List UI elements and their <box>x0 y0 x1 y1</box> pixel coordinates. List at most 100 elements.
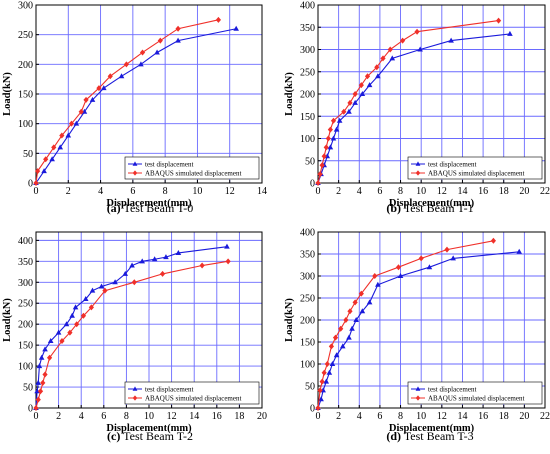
data-point-test <box>346 334 352 340</box>
x-tick-label: 0 <box>34 411 39 422</box>
x-tick-label: 6 <box>377 186 382 197</box>
data-point-abaqus <box>347 99 353 106</box>
x-tick-label: 4 <box>79 411 84 422</box>
x-tick-label: 2 <box>56 411 61 422</box>
data-point-abaqus <box>374 64 380 71</box>
data-point-abaqus <box>35 168 41 175</box>
y-tick-label: 0 <box>28 404 33 415</box>
data-point-test <box>330 135 337 141</box>
data-point-test <box>82 296 89 302</box>
data-point-test <box>38 354 45 360</box>
caption-letter: (a) <box>107 201 121 215</box>
data-point-abaqus <box>319 162 325 169</box>
y-axis-label: Load(kN) <box>2 72 13 116</box>
y-tick-label: 150 <box>18 90 33 101</box>
y-tick-label: 150 <box>300 338 315 349</box>
x-tick-label: 4 <box>98 186 103 197</box>
legend-entry: test displacement <box>428 386 476 394</box>
y-tick-label: 400 <box>300 1 315 12</box>
data-point-test <box>333 352 340 358</box>
data-point-test <box>224 243 230 249</box>
data-point-test <box>233 25 239 31</box>
data-point-abaqus <box>33 180 39 186</box>
legend-marker-abaqus <box>415 170 421 176</box>
data-point-test <box>329 361 336 366</box>
y-tick-label: 400 <box>300 228 315 239</box>
caption-text: Test Beam T-0 <box>121 201 194 215</box>
data-point-abaqus <box>131 279 137 286</box>
chart-panel-2: 0 2 4 6 8 10 12 14 16 18 2005010015020025030035040… <box>2 231 267 443</box>
data-point-abaqus <box>332 334 339 341</box>
data-point-abaqus <box>51 144 57 151</box>
data-point-test <box>516 248 523 254</box>
data-point-abaqus <box>352 91 358 97</box>
y-tick-label: 50 <box>23 383 33 394</box>
data-point-abaqus <box>46 354 53 361</box>
data-point-abaqus <box>414 28 420 35</box>
data-point-abaqus <box>358 82 364 89</box>
data-point-test <box>450 255 456 261</box>
legend-entry: test displacement <box>145 386 193 394</box>
caption-letter: (c) <box>107 429 120 443</box>
y-axis-label: Load(kN) <box>284 72 295 116</box>
data-point-abaqus <box>215 16 222 23</box>
y-tick-label: 300 <box>300 272 315 283</box>
data-point-abaqus <box>317 171 323 178</box>
data-point-abaqus <box>330 117 337 124</box>
data-point-test <box>42 346 48 352</box>
data-point-abaqus <box>74 321 80 328</box>
x-tick-label: 16 <box>212 411 222 422</box>
data-point-test <box>55 329 62 335</box>
chart-panel-1: 0 2 4 6 8 10 12 14 16 18 20 22 0 50 100 150 200 250 300 350… <box>284 1 550 216</box>
data-point-test <box>448 37 454 43</box>
data-point-abaqus <box>418 255 424 262</box>
x-tick-label: 20 <box>519 411 529 422</box>
x-axis-label: Displacement(mm) <box>106 423 192 434</box>
data-point-abaqus <box>78 108 84 115</box>
data-point-abaqus <box>80 312 87 319</box>
series-line-abaqus <box>35 260 229 409</box>
data-point-test <box>327 144 334 150</box>
y-tick-label: 250 <box>18 299 33 310</box>
data-point-test <box>98 283 105 289</box>
caption-letter: (d) <box>386 429 401 443</box>
x-axis-label: Displacement(mm) <box>389 198 475 209</box>
data-point-abaqus <box>40 379 46 386</box>
x-tick-label: 20 <box>519 186 529 197</box>
y-tick-label: 100 <box>300 134 315 145</box>
x-tick-label: 8 <box>124 411 129 422</box>
x-tick-label: 4 <box>357 186 362 197</box>
panel-caption: (d) Test Beam T-3 <box>386 429 473 443</box>
x-tick-label: 14 <box>257 186 267 197</box>
panel-caption: (b) Test Beam T-1 <box>386 201 473 215</box>
y-tick-label: 100 <box>300 360 315 371</box>
data-point-test <box>359 91 366 96</box>
x-tick-label: 6 <box>130 186 135 197</box>
x-tick-label: 20 <box>257 411 267 422</box>
y-tick-label: 100 <box>18 119 33 130</box>
data-point-test <box>326 369 333 375</box>
panel-caption: (a) Test Beam T-0 <box>107 201 194 215</box>
x-tick-label: 12 <box>167 411 177 422</box>
x-tick-label: 0 <box>316 186 321 197</box>
data-point-abaqus <box>325 135 331 142</box>
y-tick-label: 0 <box>310 404 315 415</box>
data-point-test <box>375 73 381 79</box>
data-point-abaqus <box>33 405 39 411</box>
data-point-abaqus <box>444 246 450 253</box>
data-point-test <box>69 312 75 318</box>
x-tick-label: 16 <box>478 186 488 197</box>
y-tick-label: 350 <box>300 23 315 34</box>
data-point-abaqus <box>59 337 65 344</box>
data-point-test <box>139 258 146 264</box>
data-point-test <box>323 378 330 384</box>
data-point-abaqus <box>83 96 89 103</box>
data-point-abaqus <box>319 378 325 385</box>
caption-letter: (b) <box>386 201 401 215</box>
x-tick-label: 14 <box>457 186 467 197</box>
data-point-abaqus <box>324 361 330 367</box>
y-tick-label: 200 <box>18 60 33 71</box>
x-tick-label: 22 <box>540 186 550 197</box>
data-point-abaqus <box>42 371 48 378</box>
